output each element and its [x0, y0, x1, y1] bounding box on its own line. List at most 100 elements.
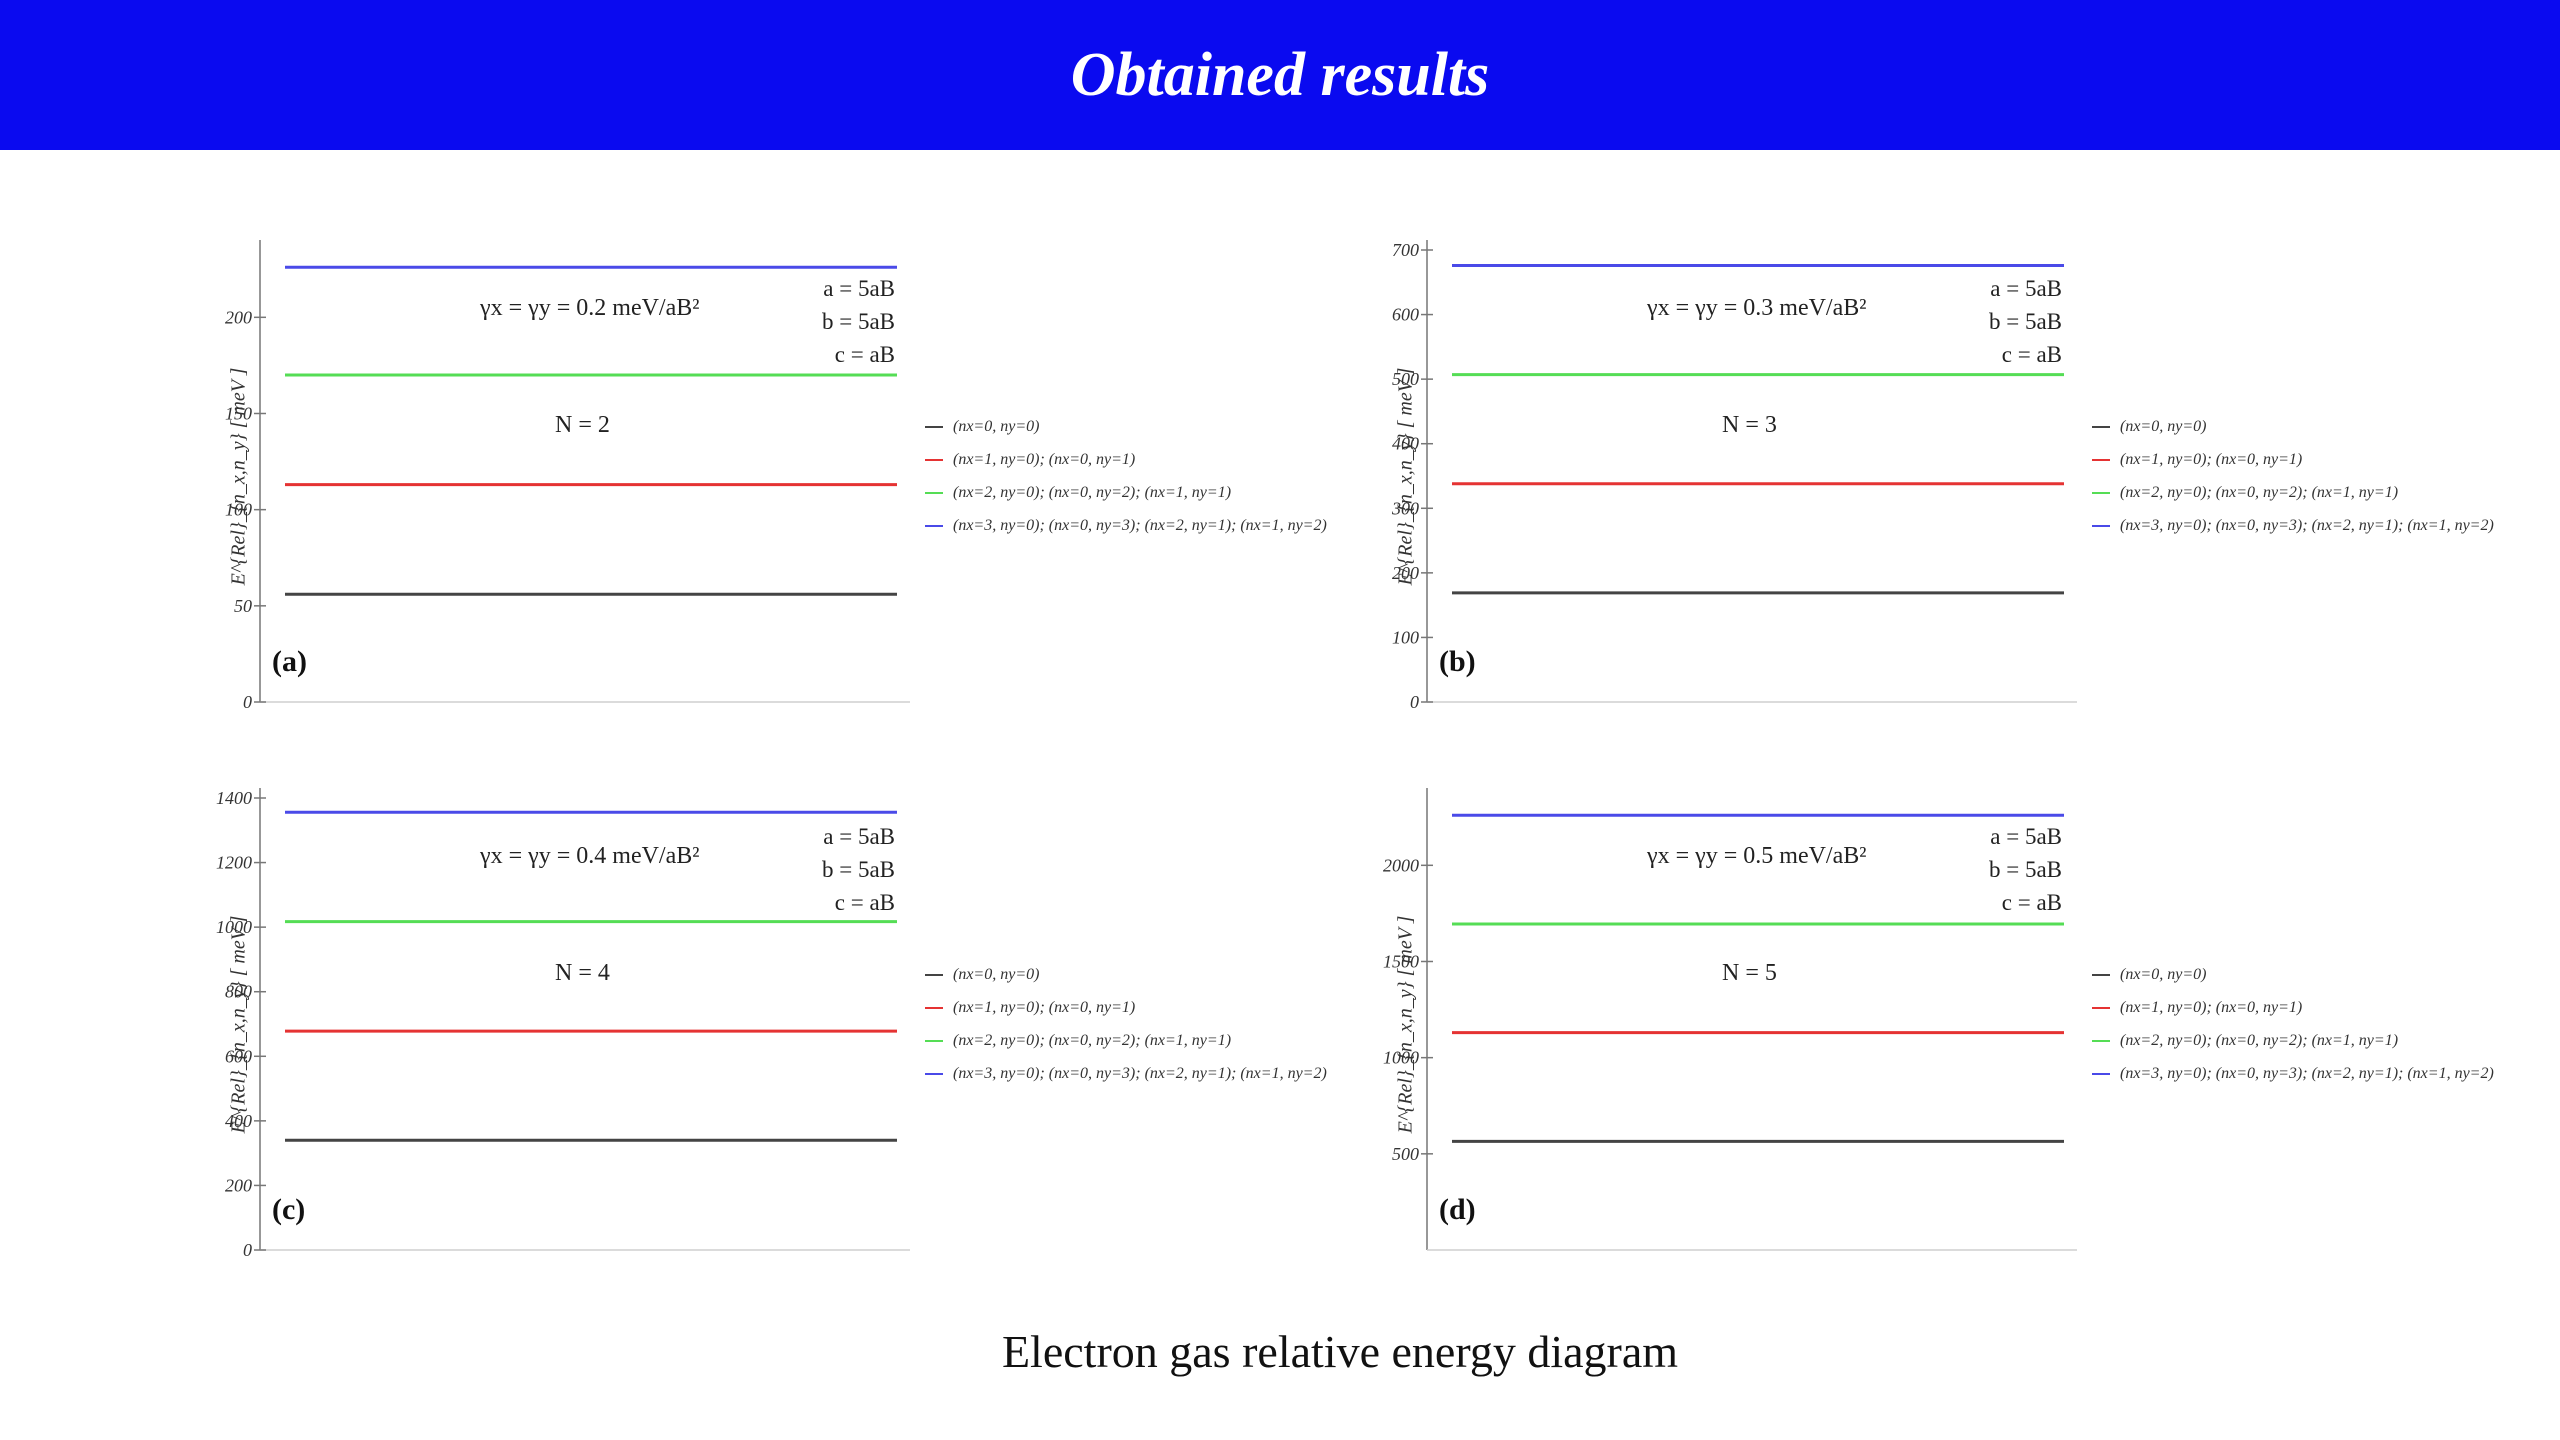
legend-item: (nx=0, ny=0): [2092, 410, 2494, 443]
y-tick-label: 0: [1410, 692, 1419, 712]
legend-item: (nx=2, ny=0); (nx=0, ny=2); (nx=1, ny=1): [925, 1024, 1327, 1057]
y-tick-label: 1000: [216, 917, 252, 937]
y-tick-label: 2000: [1383, 855, 1419, 875]
y-tick-label: 0: [243, 1240, 252, 1260]
legend-label: (nx=1, ny=0); (nx=0, ny=1): [2120, 998, 2303, 1016]
legend-label: (nx=3, ny=0); (nx=0, ny=3); (nx=2, ny=1)…: [2120, 1064, 2494, 1082]
chart-svg: 0 100 200 300 400 500 600 700: [1391, 240, 2077, 712]
y-axis-label: E^{Rel}_{n_x,n_y} [ meV ]: [1394, 367, 1417, 586]
legend-swatch: [2092, 973, 2110, 976]
y-tick-label: 100: [1392, 627, 1419, 647]
legend-swatch: [2092, 425, 2110, 428]
legend-swatch: [925, 973, 943, 976]
geometry-params: a = 5aB b = 5aB c = aB: [1927, 272, 2062, 371]
y-tick-label: 1200: [216, 853, 252, 873]
legend-label: (nx=3, ny=0); (nx=0, ny=3); (nx=2, ny=1)…: [953, 1064, 1327, 1082]
y-tick-label: 400: [225, 1111, 252, 1131]
legend-swatch: [2092, 1039, 2110, 1042]
legend-item: (nx=1, ny=0); (nx=0, ny=1): [2092, 991, 2494, 1024]
legend-swatch: [925, 491, 943, 494]
legend-label: (nx=0, ny=0): [953, 965, 1040, 983]
legend-item: (nx=3, ny=0); (nx=0, ny=3); (nx=2, ny=1)…: [2092, 1057, 2494, 1090]
panel-label: (a): [272, 645, 307, 678]
legend-label: (nx=2, ny=0); (nx=0, ny=2); (nx=1, ny=1): [2120, 1031, 2399, 1049]
legend-swatch: [2092, 491, 2110, 494]
panel-label: (b): [1439, 645, 1476, 678]
legend-item: (nx=3, ny=0); (nx=0, ny=3); (nx=2, ny=1)…: [925, 1057, 1327, 1090]
chart-legend: (nx=0, ny=0) (nx=1, ny=0); (nx=0, ny=1) (n…: [2092, 958, 2494, 1090]
y-tick-label: 50: [234, 596, 252, 616]
legend-label: (nx=0, ny=0): [2120, 965, 2207, 983]
legend-item: (nx=3, ny=0); (nx=0, ny=3); (nx=2, ny=1)…: [2092, 509, 2494, 542]
n-label: N = 5: [1722, 960, 1777, 986]
legend-label: (nx=0, ny=0): [2120, 417, 2207, 435]
chart-legend: (nx=0, ny=0) (nx=1, ny=0); (nx=0, ny=1) (n…: [925, 410, 1327, 542]
legend-swatch: [2092, 458, 2110, 461]
geometry-param: c = aB: [834, 342, 895, 367]
y-tick-label: 700: [1392, 240, 1419, 260]
legend-item: (nx=2, ny=0); (nx=0, ny=2); (nx=1, ny=1): [2092, 1024, 2494, 1057]
legend-item: (nx=3, ny=0); (nx=0, ny=3); (nx=2, ny=1)…: [925, 509, 1327, 542]
y-tick-label: 600: [225, 1046, 252, 1066]
legend-label: (nx=1, ny=0); (nx=0, ny=1): [2120, 450, 2303, 468]
y-axis-label: E^{Rel}_{n_x,n_y} [ meV ]: [227, 367, 250, 586]
geometry-param: a = 5aB: [823, 276, 895, 301]
legend-swatch: [925, 425, 943, 428]
legend-label: (nx=1, ny=0); (nx=0, ny=1): [953, 998, 1136, 1016]
y-axis-label: E^{Rel}_{n_x,n_y} [ meV ]: [227, 915, 250, 1134]
geometry-params: a = 5aB b = 5aB c = aB: [760, 820, 895, 919]
geometry-param: b = 5aB: [1988, 309, 2062, 334]
legend-swatch: [925, 458, 943, 461]
y-tick-label: 1400: [216, 788, 252, 808]
chart-legend: (nx=0, ny=0) (nx=1, ny=0); (nx=0, ny=1) (n…: [925, 958, 1327, 1090]
geometry-param: c = aB: [2001, 890, 2062, 915]
slide-title: Obtained results: [1070, 40, 1490, 109]
y-tick-label: 300: [1391, 498, 1419, 518]
chart-legend: (nx=0, ny=0) (nx=1, ny=0); (nx=0, ny=1) (n…: [2092, 410, 2494, 542]
panel-label: (c): [272, 1193, 306, 1226]
gamma-label: γx = γy = 0.2 meV/aB²: [480, 295, 700, 321]
legend-label: (nx=3, ny=0); (nx=0, ny=3); (nx=2, ny=1)…: [953, 516, 1327, 534]
legend-item: (nx=0, ny=0): [925, 410, 1327, 443]
legend-swatch: [925, 1006, 943, 1009]
geometry-param: a = 5aB: [1990, 824, 2062, 849]
geometry-param: a = 5aB: [1990, 276, 2062, 301]
y-tick-label: 800: [225, 982, 252, 1002]
legend-label: (nx=2, ny=0); (nx=0, ny=2); (nx=1, ny=1): [953, 1031, 1232, 1049]
geometry-param: b = 5aB: [1988, 857, 2062, 882]
geometry-param: c = aB: [834, 890, 895, 915]
geometry-params: a = 5aB b = 5aB c = aB: [1927, 820, 2062, 919]
y-tick-label: 0: [243, 692, 252, 712]
y-tick-label: 200: [1392, 563, 1419, 583]
figure-caption: Electron gas relative energy diagram: [1001, 1326, 1679, 1377]
geometry-param: c = aB: [2001, 342, 2062, 367]
legend-swatch: [2092, 1072, 2110, 1075]
legend-item: (nx=2, ny=0); (nx=0, ny=2); (nx=1, ny=1): [2092, 476, 2494, 509]
legend-swatch: [2092, 524, 2110, 527]
gamma-label: γx = γy = 0.5 meV/aB²: [1647, 843, 1867, 869]
n-label: N = 2: [555, 412, 610, 438]
legend-item: (nx=0, ny=0): [925, 958, 1327, 991]
chart-svg: 500 1000 1500 2000: [1383, 788, 2077, 1251]
panel-label: (d): [1439, 1193, 1476, 1226]
chart-svg: 0 200 400 600 800 1000 1200 1400: [216, 788, 910, 1260]
gamma-label: γx = γy = 0.4 meV/aB²: [480, 843, 700, 869]
y-tick-label: 200: [225, 1175, 252, 1195]
geometry-param: a = 5aB: [823, 824, 895, 849]
legend-swatch: [925, 524, 943, 527]
legend-item: (nx=0, ny=0): [2092, 958, 2494, 991]
legend-item: (nx=1, ny=0); (nx=0, ny=1): [2092, 443, 2494, 476]
n-label: N = 3: [1722, 412, 1777, 438]
legend-item: (nx=1, ny=0); (nx=0, ny=1): [925, 443, 1327, 476]
n-label: N = 4: [555, 960, 610, 986]
geometry-param: b = 5aB: [821, 309, 895, 334]
legend-swatch: [2092, 1006, 2110, 1009]
geometry-params: a = 5aB b = 5aB c = aB: [760, 272, 895, 371]
legend-label: (nx=2, ny=0); (nx=0, ny=2); (nx=1, ny=1): [2120, 483, 2399, 501]
legend-swatch: [925, 1072, 943, 1075]
geometry-param: b = 5aB: [821, 857, 895, 882]
y-tick-label: 500: [1392, 369, 1419, 389]
legend-item: (nx=2, ny=0); (nx=0, ny=2); (nx=1, ny=1): [925, 476, 1327, 509]
legend-item: (nx=1, ny=0); (nx=0, ny=1): [925, 991, 1327, 1024]
y-tick-label: 1500: [1383, 951, 1419, 971]
